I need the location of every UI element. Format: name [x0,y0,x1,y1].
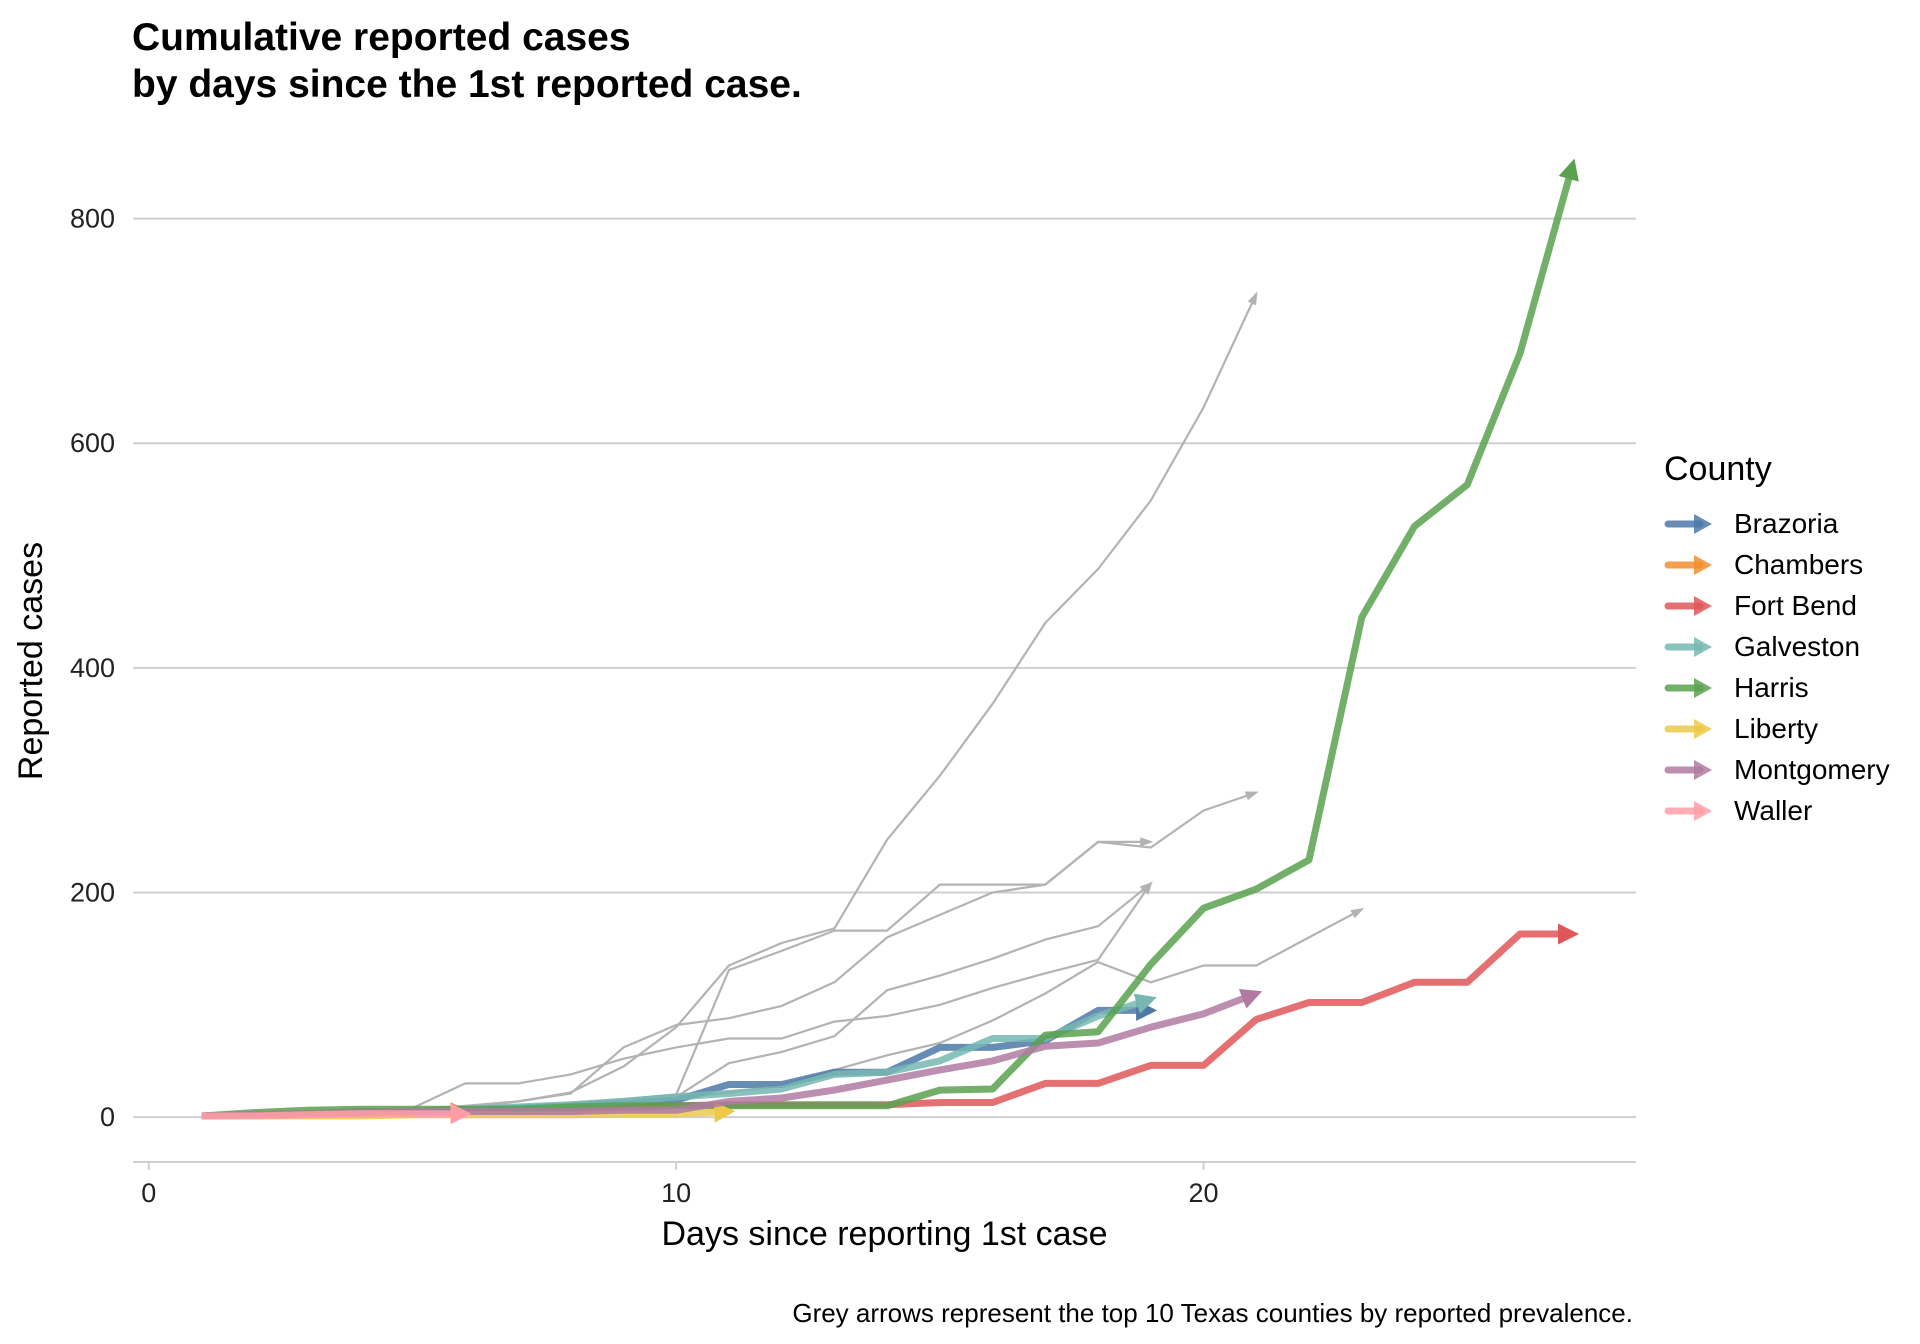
legend-arrow-icon [1664,554,1712,575]
legend-label: Brazoria [1734,507,1839,539]
legend-label: Montgomery [1734,753,1890,785]
background-series-line [201,881,1153,1118]
y-tick-label: 200 [70,877,115,907]
background-series-line [201,881,1153,1118]
legend-arrow-icon [1664,595,1712,616]
background-series-line [201,291,1258,1118]
y-tick-label: 600 [70,428,115,458]
x-tick-label: 10 [661,1178,691,1208]
series-line-harris [201,158,1579,1120]
chart-title: Cumulative reported cases by days since … [132,14,802,108]
y-tick-label: 800 [70,204,115,234]
chart-title-line-1: Cumulative reported cases [132,16,631,59]
legend-item: Waller [1664,790,1890,831]
legend-item: Montgomery [1664,749,1890,790]
legend-arrow-icon [1664,718,1712,739]
legend-label: Waller [1734,794,1813,826]
legend-label: Fort Bend [1734,589,1857,621]
legend-item: Fort Bend [1664,585,1890,626]
legend-item: Chambers [1664,544,1890,585]
caption: Grey arrows represent the top 10 Texas c… [792,1298,1633,1328]
y-tick-label: 400 [70,653,115,683]
y-axis-title: Reported cases [12,542,50,780]
x-tick-label: 0 [141,1178,156,1208]
legend: County Brazoria Chambers Fort Bend Galvesto… [1664,450,1890,831]
legend-label: Liberty [1734,712,1819,744]
chart-title-line-2: by days since the 1st reported case. [132,63,802,106]
axes: 0 200 400 600 800 0 10 20 [70,204,1636,1208]
legend-label: Chambers [1734,548,1864,580]
legend-item: Harris [1664,667,1890,708]
series-line-waller [201,1103,472,1125]
background-series-group [201,291,1365,1118]
legend-arrow-icon [1664,636,1712,657]
x-axis-title: Days since reporting 1st case [662,1215,1108,1253]
legend-arrow-icon [1664,677,1712,698]
legend-item: Galveston [1664,626,1890,667]
legend-arrow-icon [1664,759,1712,780]
legend-arrow-icon [1664,513,1712,534]
legend-items: Brazoria Chambers Fort Bend Galveston Harris… [1664,503,1890,831]
legend-label: Galveston [1734,630,1861,662]
y-tick-label: 0 [100,1102,115,1132]
legend-item: Liberty [1664,708,1890,749]
legend-item: Brazoria [1664,503,1890,544]
x-tick-label: 20 [1189,1178,1219,1208]
county-series-group [201,158,1579,1125]
legend-title: County [1664,450,1772,488]
legend-label: Harris [1734,671,1809,703]
legend-arrow-icon [1664,800,1712,821]
series-line-fort-bend [201,923,1579,1120]
